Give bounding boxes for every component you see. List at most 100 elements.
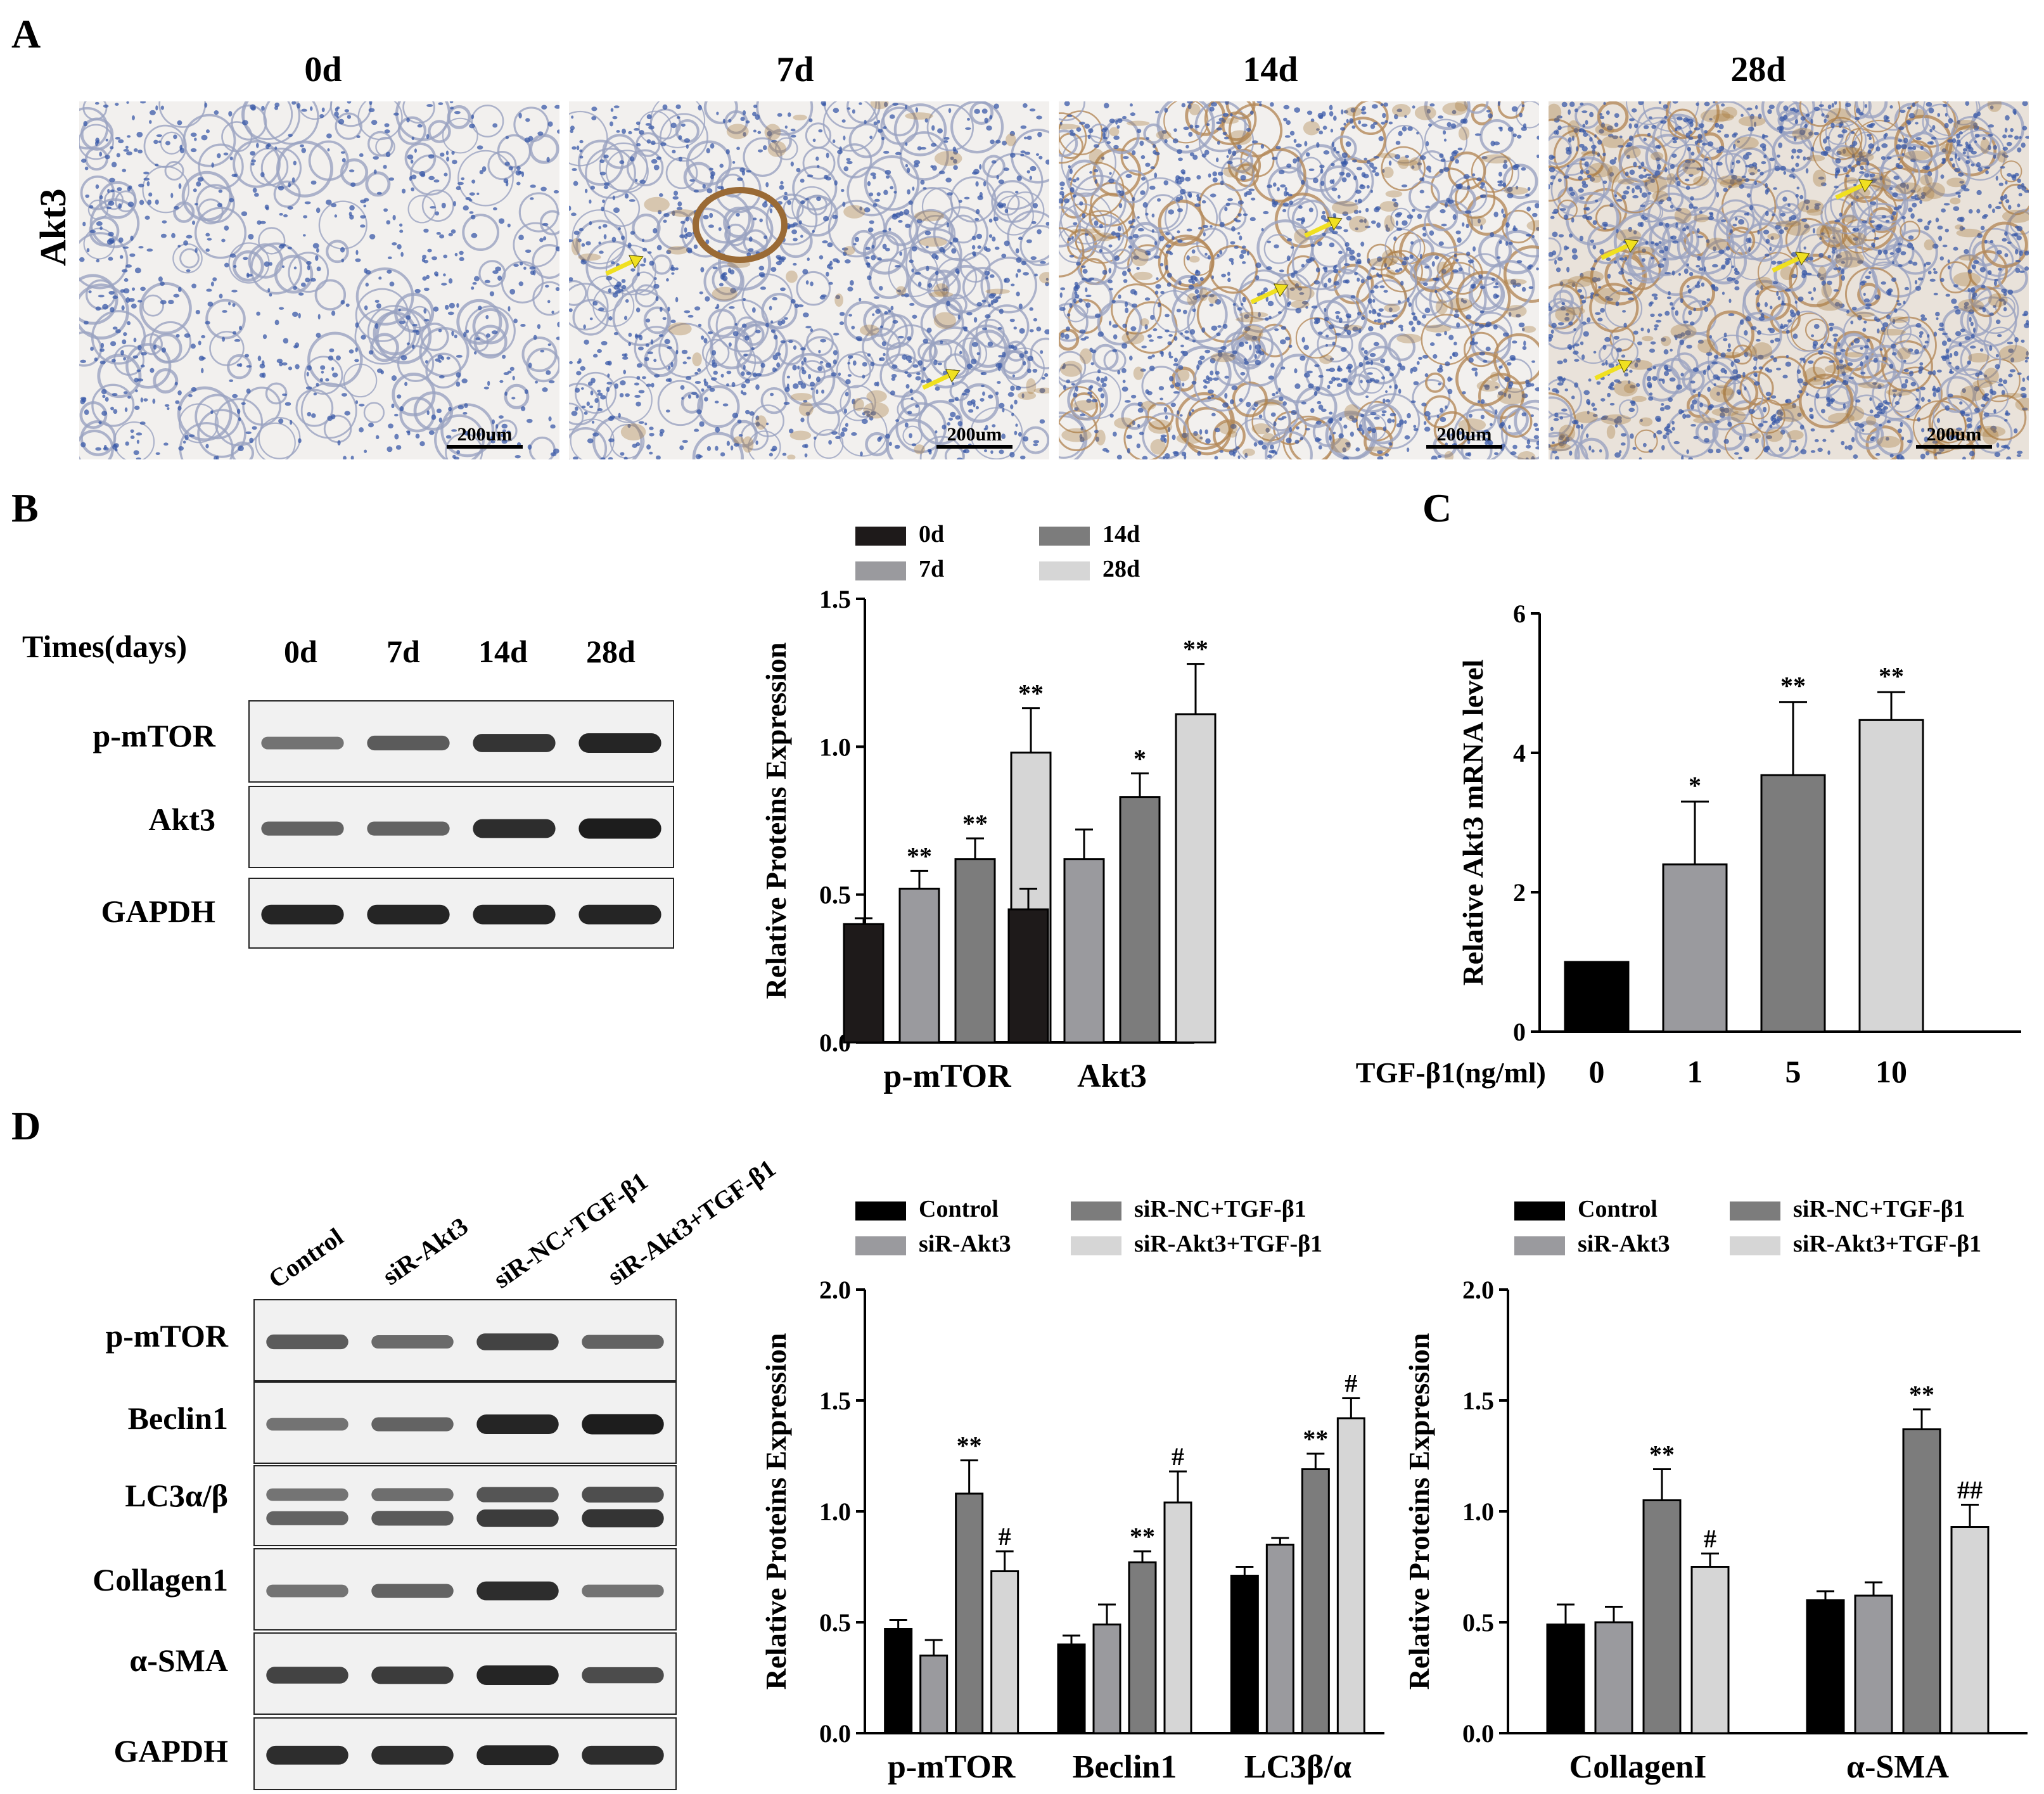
category-label: p-mTOR — [883, 1058, 1012, 1094]
category-label: 10 — [1875, 1054, 1907, 1089]
panel-letter-b: B — [11, 485, 39, 530]
legend-swatch-3 — [1039, 561, 1090, 580]
bar-0-3 — [990, 1570, 1019, 1734]
histology-image-28d: 200um — [1549, 101, 2029, 459]
blot-row-label-a-sma: α-SMA — [129, 1643, 228, 1678]
y-tick-label: 2 — [1513, 878, 1526, 907]
lane-label-28d: 28d — [586, 634, 636, 669]
category-label: CollagenI — [1569, 1749, 1707, 1785]
legend-label-3: siR-Akt3+TGF-β1 — [1134, 1231, 1322, 1257]
category-label: α-SMA — [1846, 1749, 1949, 1785]
legend-label-3: 28d — [1102, 556, 1140, 582]
western-blot-lc3 — [253, 1465, 677, 1546]
y-tick-label: 2.0 — [819, 1276, 851, 1304]
blot-row-label-p-mtor: p-mTOR — [93, 718, 215, 753]
significance-mark: ** — [962, 809, 988, 838]
significance-mark: ** — [1303, 1425, 1328, 1453]
bar-2-2 — [1301, 1468, 1330, 1734]
significance-mark: ** — [1879, 662, 1904, 690]
lane-label-0d: 0d — [284, 634, 317, 669]
histology-image-7d: 200um — [569, 101, 1049, 459]
bar-2-3 — [1336, 1417, 1365, 1734]
blot-row-label-gapdh: GAPDH — [101, 894, 215, 929]
svg-text:200um: 200um — [457, 424, 513, 445]
y-tick-label: 1.0 — [819, 1497, 851, 1526]
timepoint-label-14d: 14d — [1242, 50, 1298, 89]
legend-label-1: siR-Akt3 — [919, 1231, 1011, 1257]
legend-label-1: siR-Akt3 — [1578, 1231, 1670, 1257]
significance-mark: ** — [1649, 1440, 1675, 1469]
bar-1-2 — [1119, 796, 1161, 1044]
western-blot-gapdh — [248, 878, 674, 949]
significance-mark: ** — [907, 842, 932, 870]
y-tick-label: 0.5 — [819, 881, 851, 909]
bar-1-1 — [1092, 1624, 1121, 1734]
bar-1-2 — [1902, 1428, 1941, 1734]
y-tick-label: 1.0 — [819, 733, 851, 761]
legend-label-2: 14d — [1102, 521, 1140, 548]
legend-label-0: Control — [919, 1196, 999, 1222]
significance-mark: * — [1689, 771, 1701, 800]
bar-0-1 — [1594, 1621, 1633, 1734]
blot-row-label-lc3: LC3α/β — [125, 1478, 228, 1513]
timepoint-label-7d: 7d — [776, 50, 814, 89]
significance-mark: ## — [1957, 1476, 1983, 1504]
bar-chart-b: 0d 7d 14d 28d 0.0 0.5 1.0 1.5 Relative Proteins … — [729, 507, 1217, 1122]
bar-1-0 — [1057, 1643, 1086, 1734]
category-label: Akt3 — [1077, 1058, 1147, 1094]
significance-mark: ** — [1780, 672, 1806, 700]
legend-label-0: 0d — [919, 521, 944, 548]
y-axis-label: Relative Proteins Expression — [760, 642, 792, 999]
category-label: 5 — [1785, 1054, 1801, 1089]
lane-label-14d: 14d — [478, 634, 528, 669]
western-blot-d-p-mtor — [253, 1299, 677, 1381]
significance-mark: * — [1134, 744, 1146, 772]
bar-2-0 — [1230, 1575, 1259, 1734]
bar-1-3 — [1950, 1526, 1990, 1734]
significance-mark: # — [999, 1522, 1011, 1551]
bar-1-0 — [1007, 908, 1049, 1044]
blot-row-label-collagen1: Collagen1 — [93, 1562, 228, 1598]
bar-0-1 — [919, 1655, 949, 1734]
bar-0-0 — [884, 1628, 913, 1734]
timepoint-label-0d: 0d — [304, 50, 342, 89]
bar-2 — [1760, 774, 1826, 1033]
times-days-label: Times(days) — [22, 629, 188, 664]
category-label: 0 — [1589, 1054, 1605, 1089]
western-blot-collagen1 — [253, 1548, 677, 1631]
svg-text:200um: 200um — [1437, 424, 1492, 445]
bar-1-3 — [1163, 1501, 1192, 1734]
bar-1-1 — [1063, 858, 1105, 1044]
bar-0-2 — [1642, 1499, 1682, 1734]
y-axis-label: Relative Proteins Expression — [1403, 1333, 1435, 1689]
legend-swatch-2 — [1071, 1201, 1121, 1221]
blot-row-label-beclin1: Beclin1 — [127, 1400, 228, 1436]
western-blot-p-mtor — [248, 700, 674, 783]
panel-letter-d: D — [11, 1103, 41, 1148]
bar-0-1 — [898, 887, 940, 1044]
y-tick-label: 4 — [1513, 739, 1526, 767]
panel-letter-c: C — [1422, 485, 1452, 530]
legend-label-0: Control — [1578, 1196, 1658, 1222]
y-tick-label: 2.0 — [1462, 1276, 1494, 1304]
significance-mark: ** — [1909, 1380, 1934, 1409]
x-axis-label: TGF-β1(ng/ml) — [1356, 1056, 1546, 1089]
legend-swatch-3 — [1730, 1236, 1780, 1255]
bar-1-2 — [1128, 1561, 1157, 1734]
bar-1 — [1662, 863, 1728, 1033]
bar-0-0 — [1546, 1624, 1585, 1734]
category-label: p-mTOR — [888, 1749, 1016, 1785]
western-blot-a-sma — [253, 1632, 677, 1715]
bar-0 — [1564, 961, 1630, 1033]
bar-chart-c: 0 2 4 6 Relative Akt3 mRNA level 0 * 1 ** 5 ** 10 TG… — [1356, 570, 2034, 1103]
lane-label-7d: 7d — [386, 634, 420, 669]
western-blot-beclin1 — [253, 1381, 677, 1464]
y-tick-label: 0.5 — [1462, 1608, 1494, 1637]
legend-label-2: siR-NC+TGF-β1 — [1134, 1196, 1306, 1222]
lane-label-control: Control — [263, 1222, 348, 1294]
significance-mark: ** — [1183, 635, 1208, 663]
timepoint-label-28d: 28d — [1730, 50, 1786, 89]
legend-swatch-0 — [855, 1201, 906, 1221]
western-blot-d-gapdh — [253, 1717, 677, 1790]
legend-swatch-3 — [1071, 1236, 1121, 1255]
